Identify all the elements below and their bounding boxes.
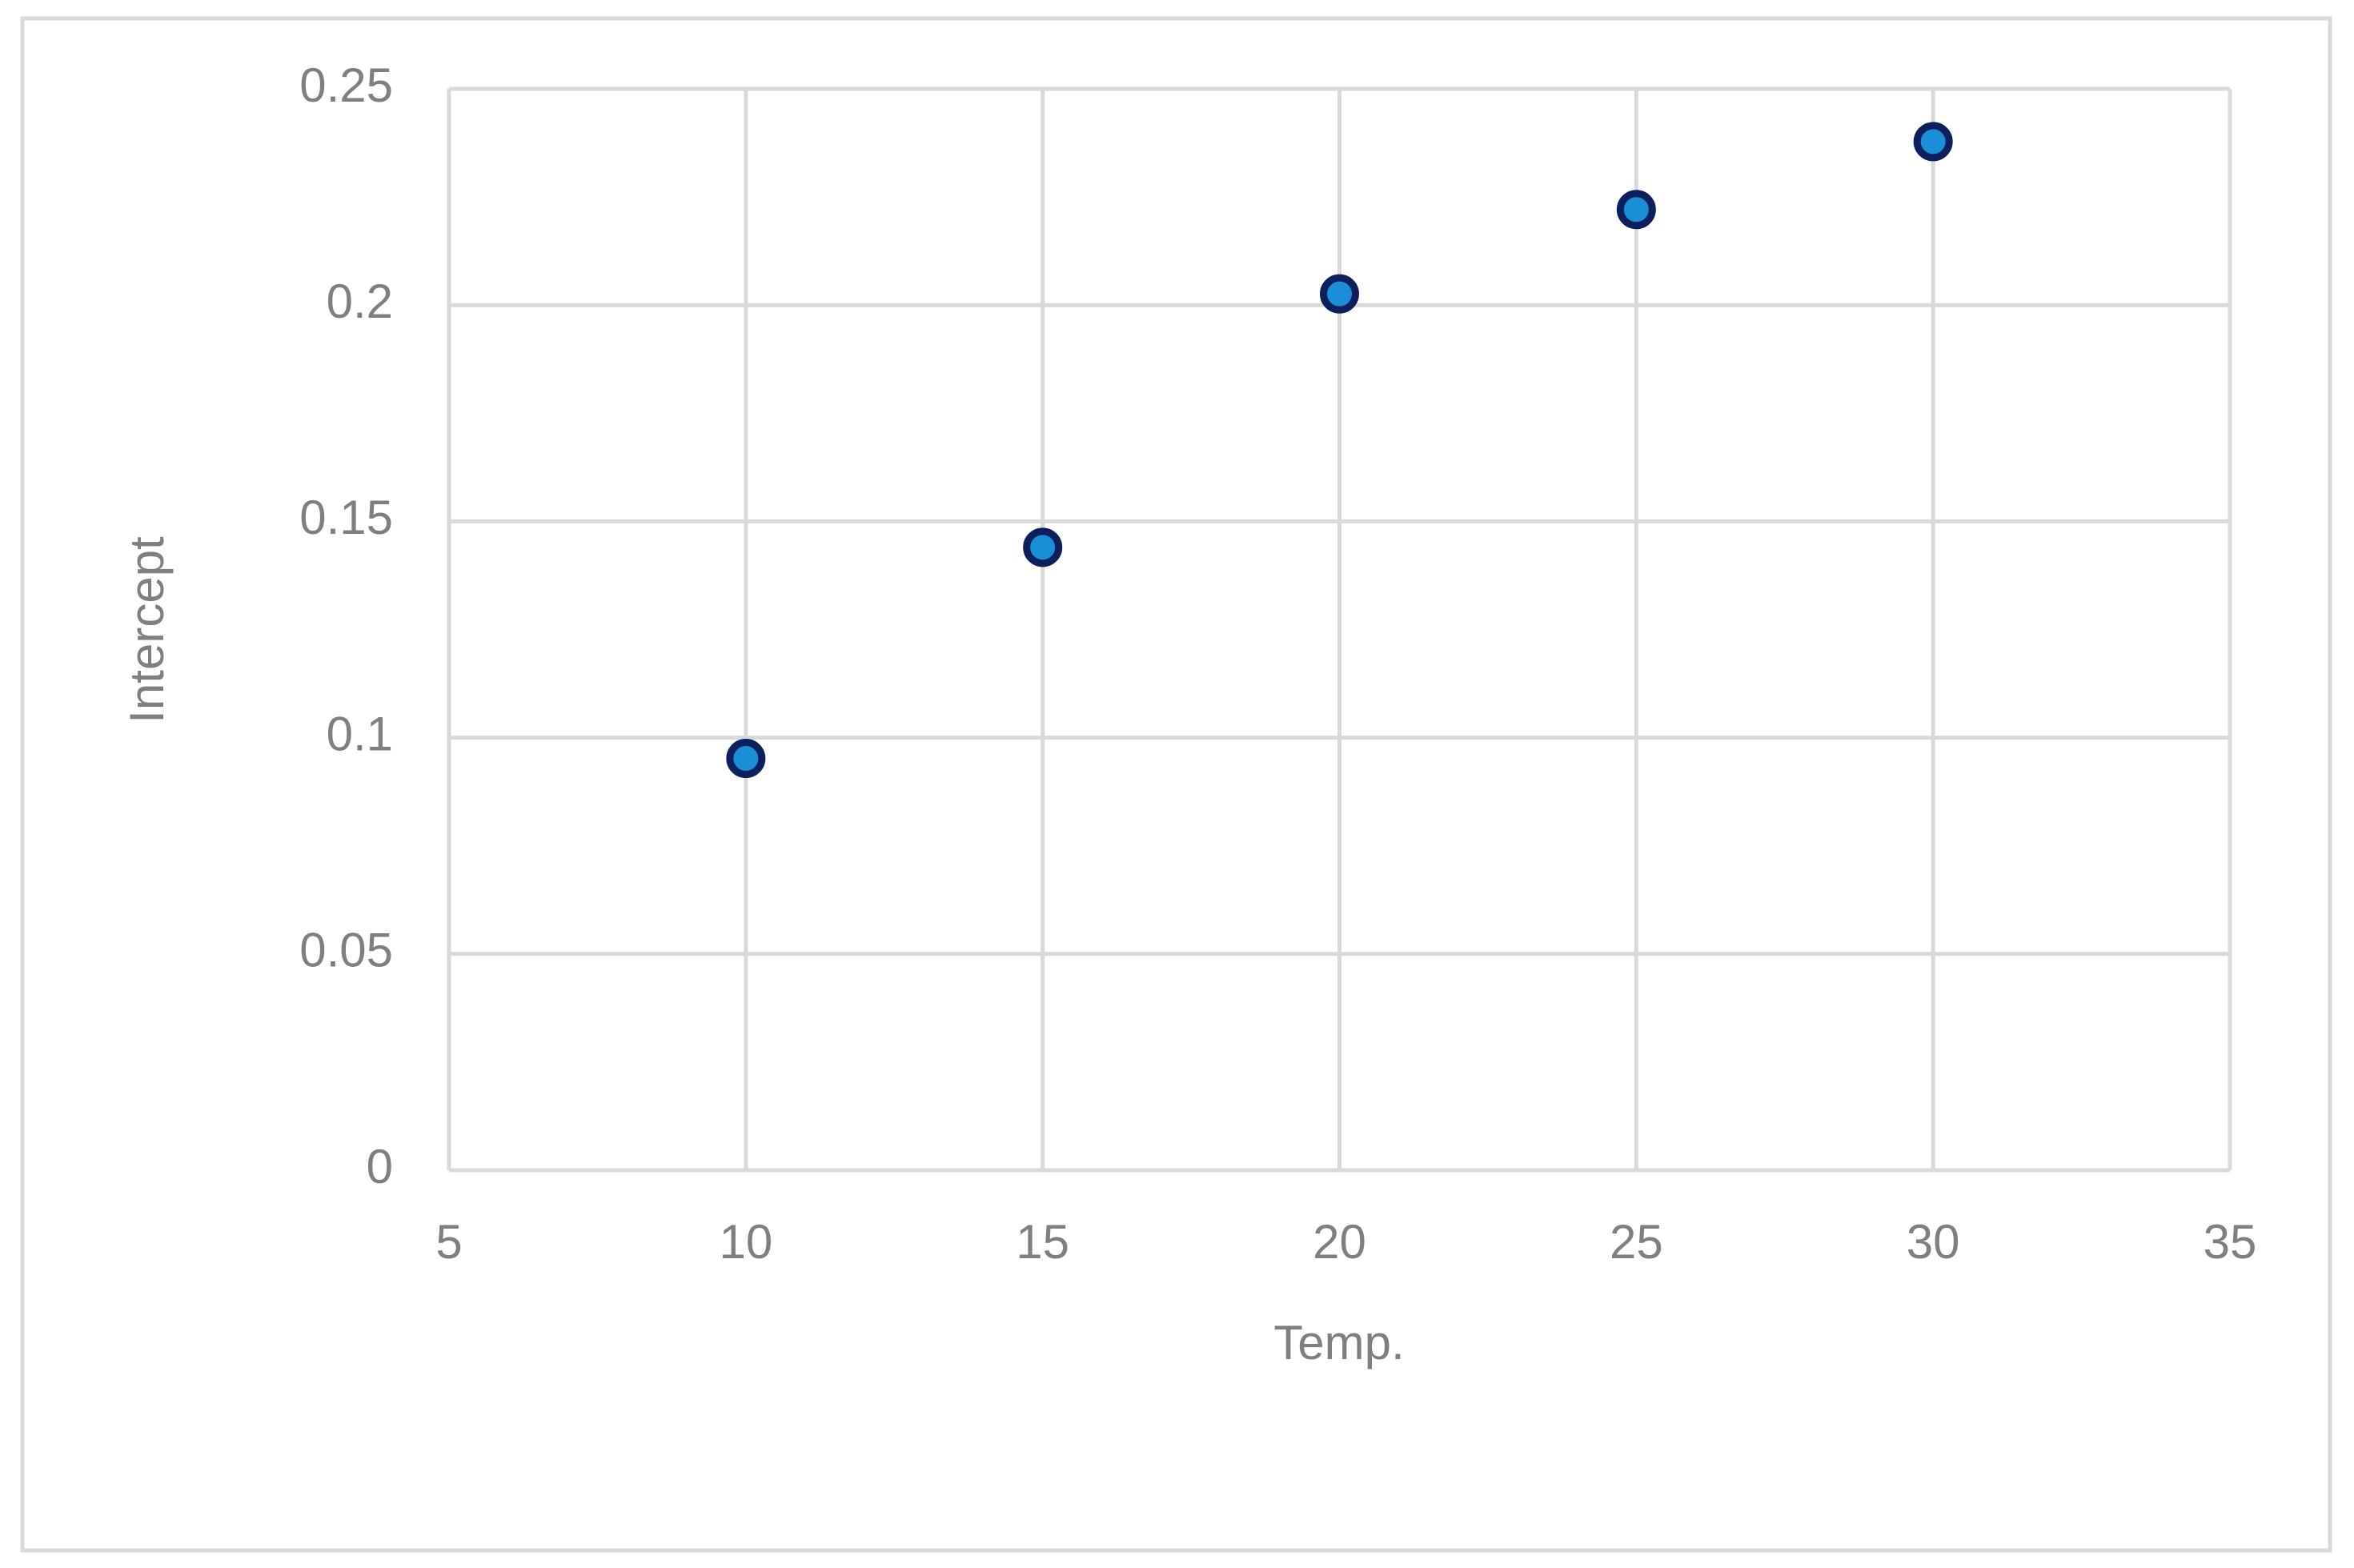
- data-point: [1616, 190, 1656, 230]
- x-tick-label: 20: [1313, 1215, 1366, 1269]
- x-tick-label: 35: [2204, 1215, 2257, 1269]
- x-tick-label: 5: [435, 1215, 462, 1269]
- x-tick-label: 30: [1907, 1215, 1960, 1269]
- data-point: [1913, 122, 1953, 162]
- y-tick-label: 0: [367, 1140, 393, 1193]
- y-tick-label: 0.1: [327, 707, 393, 760]
- y-tick-label: 0.15: [299, 491, 393, 544]
- data-point: [1320, 274, 1359, 314]
- x-axis-title: Temp.: [1273, 1316, 1404, 1369]
- y-tick-label: 0.05: [299, 924, 393, 977]
- x-tick-label: 10: [719, 1215, 772, 1269]
- data-point: [726, 739, 766, 779]
- x-tick-label: 15: [1016, 1215, 1069, 1269]
- x-tick-label: 25: [1610, 1215, 1663, 1269]
- y-tick-label: 0.25: [299, 58, 393, 112]
- y-tick-label: 0.2: [327, 275, 393, 328]
- y-axis-title: Intercept: [120, 536, 174, 724]
- chart-border: [20, 16, 2332, 1553]
- data-point: [1023, 527, 1063, 567]
